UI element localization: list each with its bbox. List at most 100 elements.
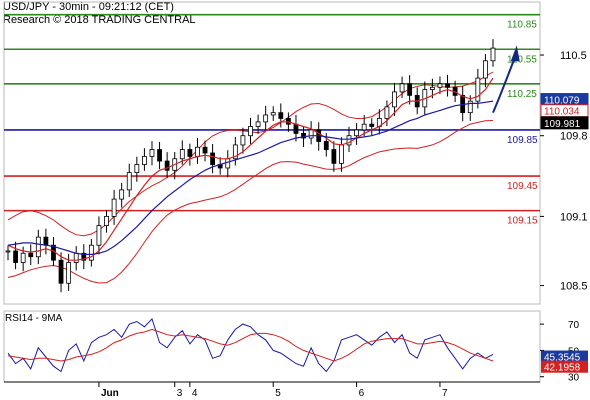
candle-32 [248, 117, 253, 144]
candle-36 [278, 103, 284, 128]
candle-body-34 [263, 114, 269, 123]
candle-61 [467, 95, 473, 121]
candle-body-44 [339, 144, 344, 164]
levels-layer: 110.85 110.55 110.25 109.85 109.45 109.15 [4, 13, 540, 227]
price-tick-label-0: 110.5 [560, 50, 587, 62]
candle-53 [407, 75, 413, 105]
candle-11 [88, 238, 94, 267]
rsi-series-0 [7, 317, 494, 373]
candle-body-10 [81, 252, 87, 261]
candle-body-38 [293, 123, 299, 134]
candle-body-19 [149, 149, 155, 157]
candle-body-32 [248, 126, 253, 137]
candle-25 [195, 138, 200, 164]
time-tick-label-4: 6 [359, 388, 365, 399]
candle-46 [354, 123, 359, 145]
candle-21 [164, 152, 170, 178]
candle-body-61 [467, 100, 473, 114]
candle-48 [369, 118, 375, 136]
candle-body-40 [308, 129, 314, 139]
candle-44 [339, 137, 344, 172]
price-tick-label-2: 109.1 [560, 211, 588, 223]
candle-28 [217, 157, 223, 175]
candle-27 [210, 143, 216, 174]
rsi-tick-label-2: 30 [568, 373, 580, 384]
candle-body-17 [134, 164, 140, 173]
candle-body-39 [301, 133, 306, 139]
candle-body-7 [58, 259, 64, 284]
candle-body-45 [346, 135, 352, 146]
candle-body-64 [490, 47, 496, 62]
lower-band [7, 120, 494, 284]
level-label-1: 110.55 [507, 54, 537, 65]
rsi-series-1 [7, 328, 494, 362]
candle-52 [399, 76, 405, 98]
candle-17 [134, 156, 140, 182]
candle-33 [255, 114, 261, 134]
time-axis: Jun 3 4 5 6 7 [98, 382, 448, 399]
candle-14 [111, 189, 117, 225]
candle-body-29 [225, 158, 231, 169]
candle-body-52 [399, 83, 405, 93]
candle-body-20 [157, 149, 162, 162]
candle-30 [232, 136, 238, 166]
copyright-text: Research © 2018 TRADING CENTRAL [3, 14, 196, 26]
chart-title: USD/JPY - 30min - 09:21:12 (CET) [3, 1, 174, 13]
candle-0 [5, 245, 11, 261]
candle-body-47 [361, 123, 367, 131]
candle-35 [270, 106, 276, 121]
candle-body-50 [384, 106, 390, 119]
candle-body-4 [35, 236, 41, 258]
candle-body-31 [240, 135, 246, 146]
level-label-2: 110.25 [507, 89, 537, 100]
candle-body-25 [195, 146, 200, 157]
candle-51 [392, 82, 397, 116]
rsi-tag-box-1 [541, 360, 588, 373]
candle-body-35 [270, 112, 276, 116]
rsi-layer [7, 317, 494, 373]
candle-body-53 [407, 83, 413, 96]
level-label-5: 109.15 [507, 216, 538, 227]
candle-40 [308, 121, 314, 145]
candle-body-5 [43, 236, 49, 246]
candle-64 [490, 39, 496, 67]
price-tag-label-1: 110.034 [544, 107, 580, 118]
candle-58 [445, 74, 450, 97]
candle-43 [331, 141, 337, 172]
candle-body-33 [255, 121, 261, 127]
candle-body-56 [429, 86, 435, 91]
candle-body-3 [28, 252, 34, 258]
candle-body-13 [104, 215, 109, 227]
candle-50 [384, 100, 390, 127]
candle-4 [35, 229, 41, 265]
candle-body-30 [232, 144, 238, 160]
candle-24 [187, 143, 193, 166]
rsi-tick-label-0: 70 [568, 320, 580, 331]
candle-body-58 [445, 83, 450, 88]
candle-20 [157, 141, 162, 170]
price-tag-label-2: 109.981 [544, 119, 581, 130]
candle-body-2 [20, 252, 26, 263]
candle-body-18 [142, 156, 147, 165]
price-tag-label-0: 110.079 [544, 96, 580, 107]
time-tick-label-2: 4 [192, 388, 198, 399]
candle-9 [73, 246, 79, 271]
candle-26 [202, 140, 208, 162]
projection-layer [492, 45, 520, 114]
candle-15 [119, 182, 125, 208]
candle-body-14 [111, 198, 117, 217]
candles-layer [5, 39, 496, 293]
price-axis: 110.5 109.8 109.1 108.5 [540, 50, 588, 293]
candle-body-1 [13, 250, 18, 263]
slow-moving-average [7, 100, 494, 255]
candle-body-36 [278, 112, 284, 119]
candle-1 [13, 241, 18, 270]
candle-body-46 [354, 129, 359, 137]
rsi-tag-label-0: 45.3545 [544, 353, 581, 364]
candle-19 [149, 141, 155, 166]
level-label-0: 110.85 [507, 20, 537, 31]
candle-57 [437, 76, 443, 94]
